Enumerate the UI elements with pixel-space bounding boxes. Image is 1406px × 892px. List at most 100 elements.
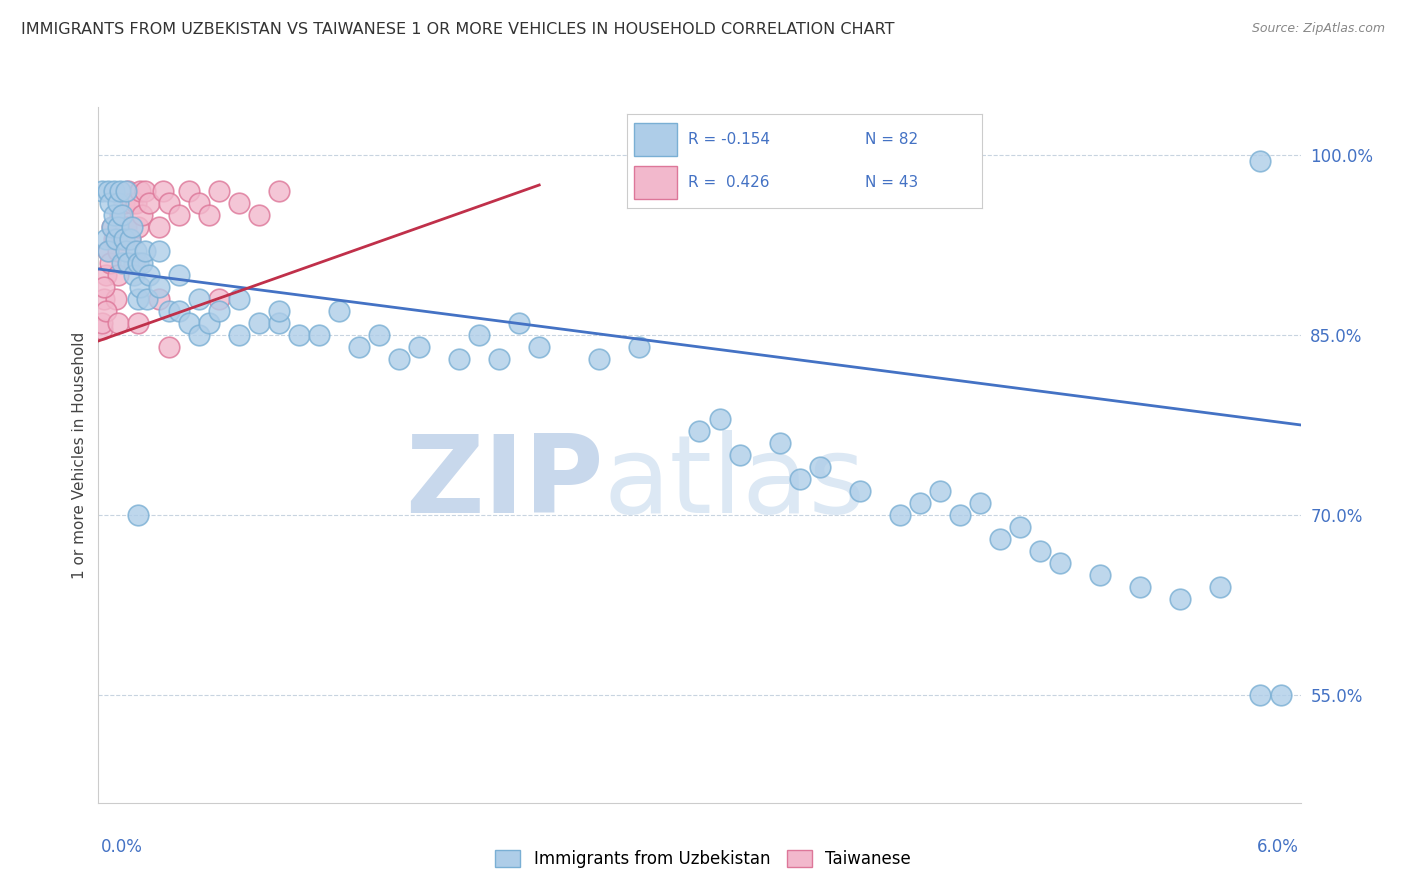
Point [138,196,160,211]
Point [969,496,991,510]
Point [347,340,370,354]
Point [388,351,411,366]
Point [152,184,174,198]
Point [105,232,128,246]
Point [115,184,138,198]
Text: 0.0%: 0.0% [101,838,143,855]
Point [267,316,290,330]
Point [148,292,170,306]
Point [187,292,209,306]
Point [688,424,710,438]
Point [789,472,811,486]
Point [849,483,872,498]
Point [267,184,290,198]
Point [100,256,122,270]
Point [929,483,952,498]
Point [529,340,551,354]
Point [1129,580,1152,594]
Point [103,208,125,222]
Point [105,292,128,306]
Point [107,244,129,258]
Point [111,232,134,246]
Point [110,208,132,222]
Point [103,184,125,198]
Point [148,244,170,258]
Point [247,316,270,330]
Point [120,232,142,246]
Point [134,184,156,198]
Point [93,280,115,294]
Point [709,412,731,426]
Point [167,268,190,282]
Point [128,508,150,522]
Point [488,351,510,366]
Point [117,256,139,270]
Point [187,328,209,343]
Text: ZIP: ZIP [405,430,603,536]
Point [111,256,134,270]
Text: Source: ZipAtlas.com: Source: ZipAtlas.com [1251,22,1385,36]
Point [100,196,122,211]
Point [131,256,153,270]
Point [93,292,115,306]
Point [114,232,136,246]
Point [1010,520,1032,534]
Point [1049,556,1071,570]
Point [101,219,124,234]
Point [197,316,219,330]
Point [97,184,120,198]
Point [728,448,751,462]
Point [117,184,139,198]
Point [128,219,150,234]
Point [1209,580,1232,594]
Point [988,532,1011,546]
Point [208,304,231,318]
Point [91,184,114,198]
Point [110,184,132,198]
Point [288,328,311,343]
Point [1090,567,1112,582]
Point [628,340,651,354]
Point [134,244,156,258]
Point [114,196,136,211]
Point [128,292,150,306]
Point [129,184,152,198]
Point [125,196,148,211]
Point [107,316,129,330]
Point [107,219,129,234]
Point [96,304,118,318]
Legend: Immigrants from Uzbekistan, Taiwanese: Immigrants from Uzbekistan, Taiwanese [488,843,918,875]
Point [208,184,231,198]
Point [1170,591,1192,606]
Point [157,304,180,318]
Point [508,316,530,330]
Point [107,268,129,282]
Point [328,304,350,318]
Point [101,219,124,234]
Point [228,196,250,211]
Point [96,232,118,246]
Text: atlas: atlas [603,430,865,536]
Point [167,304,190,318]
Point [768,436,790,450]
Point [148,280,170,294]
Point [588,351,610,366]
Point [167,208,190,222]
Point [949,508,972,522]
Point [187,196,209,211]
Point [157,196,180,211]
Point [129,280,152,294]
Point [121,219,143,234]
Point [103,232,125,246]
Point [107,196,129,211]
Point [121,196,143,211]
Point [808,459,831,474]
Point [247,208,270,222]
Point [96,268,118,282]
Point [197,208,219,222]
Point [1250,688,1272,702]
Point [408,340,430,354]
Point [128,256,150,270]
Point [1250,154,1272,169]
Point [97,244,120,258]
